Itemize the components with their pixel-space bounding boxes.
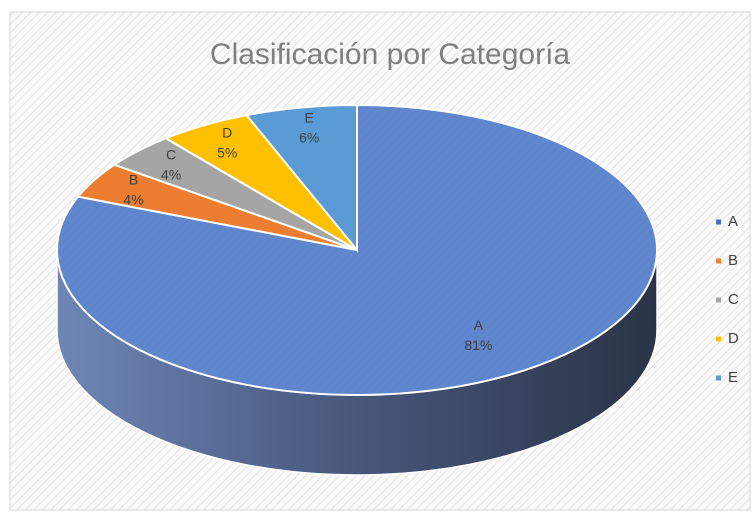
slice-label-value: 5%: [217, 145, 237, 161]
slice-label-name: D: [222, 125, 232, 141]
slice-label-name: E: [305, 110, 314, 126]
slice-label-value: 4%: [161, 166, 181, 182]
pie: A 81% B 4% C 4% D 5% E 6%: [56, 103, 658, 476]
slice-label-name: A: [474, 317, 484, 333]
legend: A B C D E: [716, 213, 739, 386]
legend-label: C: [728, 291, 739, 308]
slice-label-value: 81%: [464, 337, 492, 353]
legend-label: A: [728, 213, 738, 230]
slice-label-value: 6%: [299, 130, 319, 146]
slice-label-name: B: [129, 171, 138, 187]
legend-swatch: [716, 336, 721, 342]
legend-swatch: [716, 219, 721, 225]
legend-swatch: [716, 297, 721, 303]
legend-label: B: [728, 252, 738, 269]
pie-slice: [244, 103, 358, 253]
legend-swatch: [716, 375, 721, 381]
slice-label-value: 4%: [123, 191, 143, 207]
legend-label: E: [728, 369, 738, 386]
legend-label: D: [728, 330, 739, 347]
slice-label-name: C: [166, 146, 176, 162]
chart-title: Clasificación por Categoría: [210, 38, 570, 71]
legend-swatch: [716, 258, 721, 264]
pie-slice: [56, 103, 658, 396]
